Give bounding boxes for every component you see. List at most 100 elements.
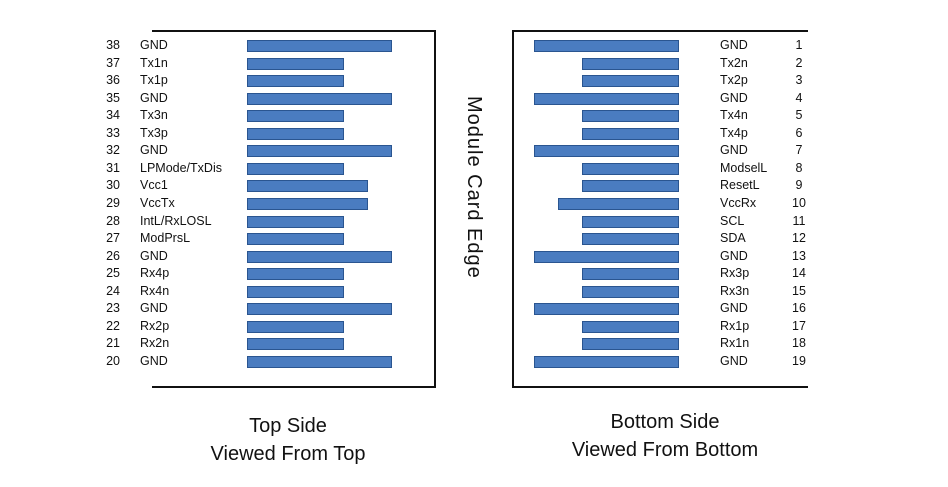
- top_side-pin-row: 38 GND: [0, 37, 948, 55]
- pin-number: 22: [106, 318, 120, 333]
- pin-number: 34: [106, 108, 120, 123]
- contact-pad: [534, 303, 679, 316]
- pin-number: 25: [106, 266, 120, 281]
- pin-signal-label: GND: [720, 143, 748, 158]
- pin-signal-label: Tx2n: [720, 55, 748, 70]
- pin-number: 10: [792, 195, 806, 210]
- top_side-pin-row: 31 LPMode/TxDis: [0, 160, 948, 178]
- top_side-pin-row: 26 GND: [0, 248, 948, 266]
- bottom_side-pin-row: 7 GND: [0, 142, 948, 160]
- pin-signal-label: Tx1p: [140, 73, 168, 88]
- pin-signal-label: GND: [720, 38, 748, 52]
- top_side-pin-row: 37 Tx1n: [0, 55, 948, 73]
- contact-pad: [247, 320, 344, 333]
- contact-pad: [582, 268, 679, 281]
- pin-number: 7: [795, 143, 803, 158]
- pin-signal-label: ModselL: [720, 160, 768, 175]
- pin-number: 20: [106, 353, 120, 368]
- pin-signal-label: Rx4n: [140, 283, 170, 298]
- pin-signal-label: GND: [720, 90, 748, 105]
- contact-pad: [247, 57, 344, 70]
- pin-signal-label: ModPrsL: [140, 231, 191, 246]
- pin-number: 12: [792, 231, 806, 246]
- bottom-side-card-outline: [512, 30, 808, 388]
- pin-signal-label: GND: [140, 38, 168, 52]
- top_side-pin-row: 34 Tx3n: [0, 107, 948, 125]
- pin-number: 4: [795, 90, 803, 105]
- bottom_side-pin-row: 9 ResetL: [0, 177, 948, 195]
- pin-number: 26: [106, 248, 120, 263]
- module-card-edge-label: Module Card Edge: [463, 96, 485, 279]
- bottom-side-caption-line2: Viewed From Bottom: [571, 439, 759, 461]
- top_side-pin-row: 23 GND: [0, 300, 948, 318]
- contact-pad: [247, 127, 344, 140]
- pin-number: 37: [106, 55, 120, 70]
- pin-number: 19: [792, 353, 806, 368]
- contact-pad: [247, 75, 344, 88]
- pin-number: 30: [106, 178, 120, 193]
- pin-signal-label: Vcc1: [140, 178, 168, 193]
- pin-number: 28: [106, 213, 120, 228]
- pin-number: 23: [106, 301, 120, 316]
- pin-signal-label: Rx3p: [720, 266, 750, 281]
- contact-pad: [247, 338, 344, 351]
- pin-number: 36: [106, 73, 120, 88]
- top_side-pin-row: 30 Vcc1: [0, 177, 948, 195]
- contact-pad: [582, 233, 679, 246]
- pin-signal-label: GND: [140, 301, 168, 316]
- pin-number: 5: [795, 108, 803, 123]
- contact-pad: [534, 92, 679, 105]
- pin-number: 32: [106, 143, 120, 158]
- pin-number: 3: [795, 73, 803, 88]
- contact-pad: [558, 197, 679, 210]
- pin-signal-label: GND: [140, 90, 168, 105]
- top-side-caption: Top Side Viewed From Top: [168, 412, 408, 468]
- top_side-pin-row: 21 Rx2n: [0, 335, 948, 353]
- bottom_side-pin-row: 15 Rx3n: [0, 283, 948, 301]
- top-side-card-outline: [152, 30, 436, 388]
- pin-signal-label: GND: [140, 143, 168, 158]
- pin-number: 8: [795, 160, 803, 175]
- contact-pad: [582, 285, 679, 298]
- top_side-pin-row: 24 Rx4n: [0, 283, 948, 301]
- bottom_side-pin-row: 14 Rx3p: [0, 265, 948, 283]
- contact-pad: [247, 180, 368, 193]
- bottom_side-pin-row: 3 Tx2p: [0, 72, 948, 90]
- pin-number: 18: [792, 336, 806, 351]
- bottom_side-pin-row: 4 GND: [0, 90, 948, 108]
- contact-pad: [247, 355, 392, 368]
- pin-number: 14: [792, 266, 806, 281]
- pin-signal-label: Tx4p: [720, 125, 748, 140]
- top_side-pin-row: 29 VccTx: [0, 195, 948, 213]
- pin-signal-label: Tx3p: [140, 125, 168, 140]
- bottom-side-caption-line1: Bottom Side: [610, 411, 720, 433]
- pin-signal-label: GND: [720, 248, 748, 263]
- contact-pad: [247, 92, 392, 105]
- top_side-pin-row: 28 IntL/RxLOSL: [0, 213, 948, 231]
- pin-signal-label: Rx3n: [720, 283, 750, 298]
- pin-signal-label: Tx1n: [140, 55, 168, 70]
- pin-signal-label: VccTx: [140, 195, 175, 210]
- pin-number: 9: [795, 178, 803, 193]
- pin-number: 13: [792, 248, 806, 263]
- pin-signal-label: Rx2p: [140, 318, 170, 333]
- contact-pad: [247, 110, 344, 123]
- contact-pad: [582, 215, 679, 228]
- contact-pad: [247, 268, 344, 281]
- contact-pad: [247, 215, 344, 228]
- pin-signal-label: SDA: [720, 231, 746, 246]
- contact-pad: [247, 285, 344, 298]
- pin-number: 33: [106, 125, 120, 140]
- bottom_side-pin-row: 2 Tx2n: [0, 55, 948, 73]
- pin-signal-label: Rx4p: [140, 266, 170, 281]
- pin-number: 2: [795, 55, 803, 70]
- pin-signal-label: IntL/RxLOSL: [140, 213, 212, 228]
- contact-pad: [247, 40, 392, 52]
- pin-number: 38: [106, 38, 120, 52]
- pin-number: 29: [106, 195, 120, 210]
- contact-pad: [534, 355, 679, 368]
- pin-number: 27: [106, 231, 120, 246]
- pin-signal-label: GND: [720, 353, 748, 368]
- top-side-caption-line1: Top Side: [249, 415, 327, 437]
- contact-pad: [582, 338, 679, 351]
